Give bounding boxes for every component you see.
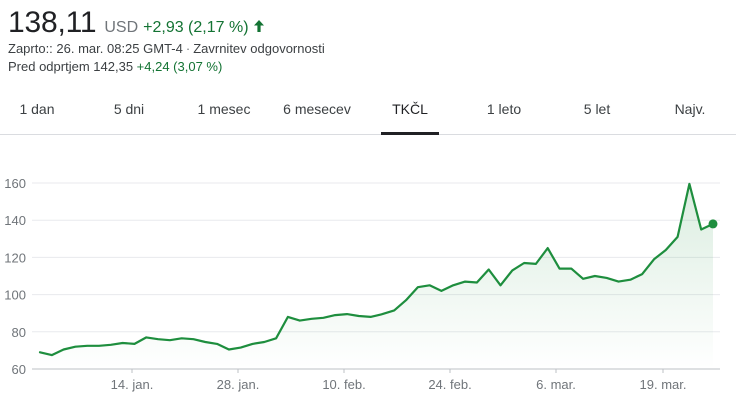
tab-label: 1 mesec [197,101,251,117]
preopen-change: +4,24 (3,07 %) [136,59,223,74]
y-tick-label: 160 [4,176,26,191]
y-axis-labels: 60 80 100 120 140 160 [4,176,26,377]
y-tick-label: 140 [4,213,26,228]
preopen-label: Pred odprtjem [8,59,90,74]
tab-5-years[interactable]: 5 let [572,88,622,134]
preopen-price: 142,35 [93,59,134,74]
preopen-line: Pred odprtjem 142,35 +4,24 (3,07 %) [8,58,728,76]
tab-max[interactable]: Najv. [664,88,716,134]
last-point-marker [708,219,718,229]
y-tick-label: 100 [4,288,26,303]
x-tick-label: 14. jan. [111,377,154,392]
closed-info-line: Zaprto:: 26. mar. 08:25 GMT-4 · Zavrnitev … [8,40,728,58]
range-tabs: 1 dan 5 dni 1 mesec 6 mesecev TKČL 1 let… [0,88,736,135]
price-line: 138,11 USD +2,93 (2,17 %) [8,6,728,40]
tab-label: 1 dan [19,101,55,117]
price-chart-svg: 60 80 100 120 140 160 14. jan. 28. jan. 10. feb… [4,176,720,392]
separator-dot: · [185,41,191,56]
tab-underline [381,132,439,135]
tab-ytd[interactable]: TKČL [381,88,439,135]
price-series [38,182,718,369]
closed-time: Zaprto:: 26. mar. 08:25 GMT-4 [8,41,183,56]
tab-label: 1 leto [486,101,522,117]
tab-label: 5 let [583,101,611,117]
tab-label: 6 mesecev [283,101,351,117]
quote-header: 138,11 USD +2,93 (2,17 %) Zaprto:: 26. m… [8,6,728,76]
x-tick-label: 24. feb. [428,377,471,392]
tab-1-year[interactable]: 1 leto [476,88,532,134]
tab-5-days[interactable]: 5 dni [98,88,160,134]
series-area [40,183,713,369]
tab-label: 5 dni [113,101,145,117]
tab-label: Najv. [674,101,706,117]
x-tick-label: 28. jan. [217,377,260,392]
x-tick-label: 19. mar. [640,377,687,392]
x-tick-label: 6. mar. [536,377,576,392]
y-tick-label: 120 [4,250,26,265]
arrow-up-icon [253,19,265,33]
y-tick-label: 80 [12,325,26,340]
tab-1-month[interactable]: 1 mesec [184,88,264,134]
y-tick-label: 60 [12,362,26,377]
disclaimer-link[interactable]: Zavrnitev odgovornosti [193,41,325,56]
series-line [38,182,715,357]
tab-1-day[interactable]: 1 dan [8,88,66,134]
x-tick-label: 10. feb. [322,377,365,392]
tab-label: TKČL [392,101,428,117]
price-chart[interactable]: 60 80 100 120 140 160 14. jan. 28. jan. 10. feb… [0,140,736,403]
x-axis-labels: 14. jan. 28. jan. 10. feb. 24. feb. 6. mar. 1… [111,369,687,392]
stock-price: 138,11 [8,6,97,39]
price-change: +2,93 (2,17 %) [143,19,249,36]
tab-6-months[interactable]: 6 mesecev [272,88,362,134]
currency-label: USD [104,19,139,36]
